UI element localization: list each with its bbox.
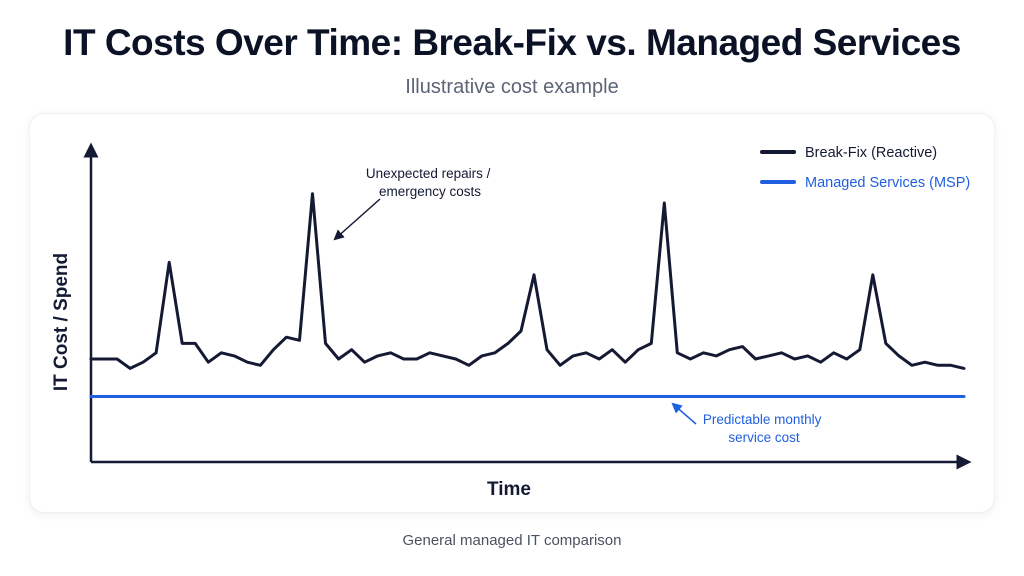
- annotation-msp-line-1: Predictable monthly: [703, 412, 822, 427]
- y-axis-label: IT Cost / Spend: [51, 253, 72, 391]
- annotation-spike-line-2: emergency costs: [379, 184, 481, 199]
- cost-line-chart: IT Cost / Spend Time Unexpected repairs …: [51, 142, 972, 500]
- annotation-spike-text: Unexpected repairs / emergency costs: [366, 166, 494, 199]
- annotation-spike-arrow: [333, 198, 381, 241]
- series-line-break-fix: [89, 192, 966, 370]
- legend-label-msp: Managed Services (MSP): [805, 175, 970, 191]
- footnote: General managed IT comparison: [402, 532, 622, 549]
- page-title: IT Costs Over Time: Break-Fix vs. Manage…: [63, 22, 961, 63]
- annotation-spike-line-1: Unexpected repairs /: [366, 166, 491, 181]
- x-axis-label: Time: [487, 479, 531, 500]
- legend-label-break-fix: Break-Fix (Reactive): [805, 145, 937, 161]
- annotation-msp-arrow: [671, 402, 697, 425]
- annotation-msp-line-2: service cost: [728, 430, 800, 445]
- legend: Break-Fix (Reactive) Managed Services (M…: [760, 145, 970, 191]
- chart-card: IT Cost / Spend Time Unexpected repairs …: [30, 114, 994, 512]
- page-subtitle: Illustrative cost example: [405, 76, 619, 98]
- annotation-msp-text: Predictable monthly service cost: [703, 412, 825, 445]
